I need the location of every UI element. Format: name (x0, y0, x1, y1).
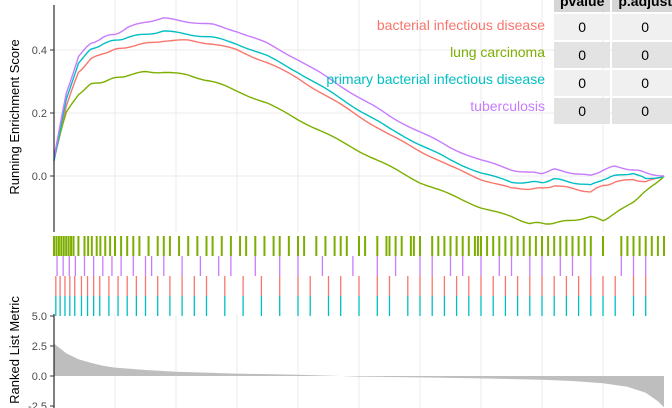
es-curve-2 (53, 30, 665, 186)
tick-label: 5.0 (32, 311, 47, 323)
header-padjust: p.adjust (612, 0, 672, 12)
enrichment-curves (53, 17, 665, 225)
cell: 0 (554, 70, 611, 96)
es-curve-0 (53, 39, 665, 193)
tick-label: -2.5 (28, 401, 47, 408)
tick-label: 0.0 (32, 371, 47, 383)
es-curve-1 (53, 70, 665, 225)
legend-entry: lung carcinoma (450, 44, 545, 60)
metric-area (54, 343, 664, 408)
es-curve-3 (53, 17, 665, 177)
grid-lines (54, 0, 664, 408)
cell: 0 (612, 42, 672, 68)
tick-label: 0.0 (32, 171, 47, 183)
y-axis-label-bottom: Ranked List Metric (7, 296, 22, 404)
cell: 0 (612, 14, 672, 40)
tick-label: 0.2 (32, 108, 47, 120)
y-axis-label-top: Running Enrichment Score (7, 39, 22, 194)
header-pvalue: pvalue (554, 0, 611, 12)
cell: 0 (554, 42, 611, 68)
cell: 0 (554, 98, 611, 124)
legend-entry: bacterial infectious disease (377, 17, 545, 33)
ranked-metric (54, 343, 664, 408)
legend-entry: tuberculosis (470, 98, 545, 114)
tick-label: 0.4 (32, 45, 47, 57)
hit-rugs (53, 236, 665, 316)
legend: bacterial infectious disease lung carcino… (326, 17, 545, 114)
cell: 0 (612, 70, 672, 96)
cell: 0 (554, 14, 611, 40)
tick-label: 2.5 (32, 341, 47, 353)
y-ticks: 0.0 0.2 0.4 5.0 2.5 0.0 -2.5 (28, 45, 54, 408)
legend-entry: primary bacterial infectious disease (326, 71, 545, 87)
cell: 0 (612, 98, 672, 124)
